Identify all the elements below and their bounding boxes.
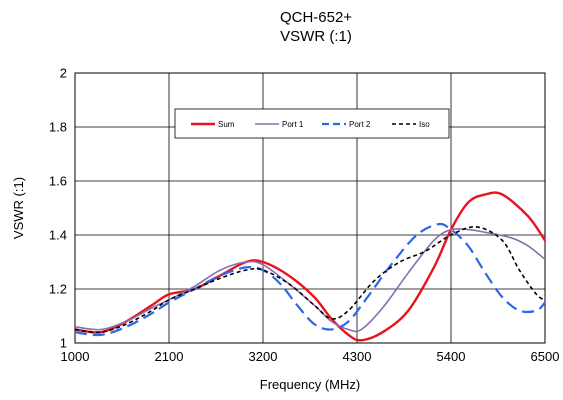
legend: Sum Port 1 Port 2 Iso bbox=[174, 108, 450, 139]
legend-label: Port 2 bbox=[349, 120, 371, 129]
series-lines bbox=[74, 191, 546, 342]
series-line-sum bbox=[74, 191, 546, 342]
series-line-iso bbox=[74, 226, 546, 334]
legend-label: Port 1 bbox=[282, 120, 304, 129]
series-line-port-1 bbox=[74, 227, 546, 333]
x-axis-label: Frequency (MHz) bbox=[260, 377, 360, 392]
chart-title: QCH-652+ bbox=[280, 9, 352, 26]
x-tick-label: 3200 bbox=[249, 349, 278, 364]
x-tick-label: 6500 bbox=[531, 349, 560, 364]
series-line-port-2 bbox=[74, 222, 546, 337]
y-tick-label: 1.8 bbox=[49, 120, 67, 135]
tick-labels: 1000 2100 3200 4300 5400 6500 1 1.2 1.4 1.6 1.8 2 bbox=[49, 66, 560, 365]
x-tick-label: 2100 bbox=[155, 349, 184, 364]
x-tick-label: 5400 bbox=[437, 349, 466, 364]
y-tick-label: 1.2 bbox=[49, 282, 67, 297]
y-tick-label: 2 bbox=[60, 66, 67, 81]
y-axis-label: VSWR (:1) bbox=[11, 177, 26, 239]
legend-label: Sum bbox=[218, 120, 235, 129]
chart-subtitle: VSWR (:1) bbox=[280, 28, 352, 45]
y-tick-label: 1.6 bbox=[49, 174, 67, 189]
legend-box bbox=[174, 108, 450, 139]
x-tick-label: 1000 bbox=[61, 349, 90, 364]
legend-label: Iso bbox=[419, 120, 430, 129]
y-tick-label: 1.4 bbox=[49, 228, 67, 243]
x-tick-label: 4300 bbox=[343, 349, 372, 364]
plot-frame bbox=[74, 72, 546, 344]
y-tick-label: 1 bbox=[60, 336, 67, 351]
